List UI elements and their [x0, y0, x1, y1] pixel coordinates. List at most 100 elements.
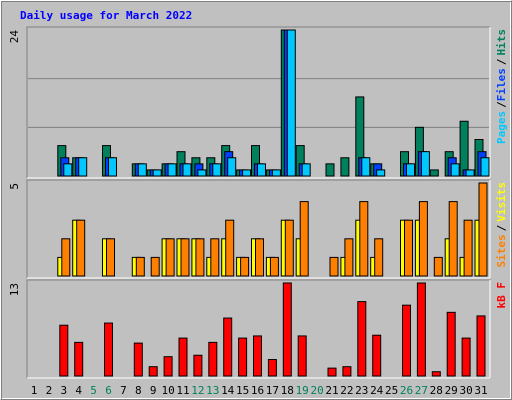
bar: [137, 163, 147, 177]
bar: [450, 163, 460, 177]
bar: [150, 256, 160, 277]
x-tick-label: 8: [135, 384, 142, 397]
bar: [253, 335, 262, 377]
bar: [297, 335, 307, 377]
x-tick-label: 19: [296, 384, 309, 397]
bar: [163, 356, 173, 377]
bar: [418, 201, 428, 277]
bar: [329, 256, 339, 277]
bar: [299, 201, 309, 277]
bar: [271, 169, 281, 177]
x-tick-label: 6: [105, 384, 112, 397]
bar: [78, 157, 88, 177]
bar: [167, 163, 177, 177]
bar: [325, 163, 335, 177]
bar: [195, 238, 205, 277]
bar: [135, 256, 145, 277]
bar: [476, 315, 486, 377]
bar: [108, 157, 117, 177]
x-tick-label: 20: [310, 384, 323, 397]
x-tick-label: 2: [46, 384, 53, 397]
legend-entry: Sites: [495, 234, 508, 267]
legend: Sites / Visits: [495, 182, 508, 268]
x-tick-label: 7: [120, 384, 127, 397]
bar: [429, 169, 439, 177]
bar: [459, 120, 469, 177]
x-tick-label: 25: [385, 384, 398, 397]
bar: [133, 342, 143, 377]
bar: [420, 151, 430, 177]
bar: [240, 256, 250, 277]
bar: [357, 301, 367, 377]
bar: [74, 341, 84, 377]
bar: [182, 163, 192, 177]
bar: [446, 311, 456, 377]
bar: [286, 29, 296, 177]
x-tick-label: 17: [266, 384, 279, 397]
x-tick-label: 21: [325, 384, 338, 397]
bar: [148, 366, 158, 377]
bar: [63, 163, 73, 177]
legend-entry: Visits: [495, 182, 508, 222]
bar: [225, 219, 235, 277]
x-tick-label: 14: [221, 384, 235, 397]
legend-separator: /: [495, 224, 508, 231]
x-tick-label: 4: [75, 384, 82, 397]
bar: [255, 238, 264, 277]
bar: [374, 238, 384, 277]
bar: [180, 238, 190, 277]
bar: [478, 182, 488, 277]
x-tick-label: 22: [340, 384, 353, 397]
bar: [238, 337, 248, 377]
bar: [344, 238, 354, 277]
bar: [433, 256, 443, 277]
bar: [284, 219, 294, 277]
bar: [448, 201, 458, 277]
x-tick-label: 11: [176, 384, 189, 397]
bar: [480, 157, 490, 177]
x-tick-label: 15: [236, 384, 249, 397]
x-tick-label: 29: [445, 384, 458, 397]
x-tick-label: 3: [60, 384, 67, 397]
y-tick-label: 24: [8, 30, 21, 44]
bar: [257, 163, 266, 177]
bar: [242, 169, 252, 177]
bar: [361, 157, 371, 177]
bar: [301, 163, 311, 177]
x-tick-label: 1: [31, 384, 38, 397]
bar: [59, 324, 69, 377]
bar: [461, 337, 471, 377]
bar: [404, 219, 413, 277]
legend-entry: kB F: [495, 282, 508, 309]
legend-entry: Hits: [495, 29, 508, 56]
bar: [416, 282, 426, 377]
x-tick-label: 28: [430, 384, 443, 397]
x-tick-label: 26: [400, 384, 413, 397]
bar: [340, 157, 350, 177]
x-tick-label: 5: [90, 384, 97, 397]
bar: [327, 367, 337, 377]
x-tick-label: 12: [191, 384, 204, 397]
y-tick-label: 13: [8, 283, 21, 296]
x-tick-label: 30: [459, 384, 472, 397]
bar: [197, 169, 207, 177]
x-tick-label: 23: [355, 384, 368, 397]
legend-entry: Pages: [495, 111, 508, 144]
bar: [269, 256, 279, 277]
bar: [282, 282, 292, 377]
bar: [267, 359, 277, 377]
bar: [76, 219, 86, 277]
bar: [227, 157, 237, 177]
bar: [210, 238, 220, 277]
bar: [223, 317, 233, 377]
bar: [463, 219, 473, 277]
bar: [465, 169, 475, 177]
legend-separator: /: [495, 58, 508, 65]
bar: [61, 238, 71, 277]
chart-title: Daily usage for March 2022: [20, 9, 192, 22]
bar: [402, 304, 411, 377]
x-tick-label: 10: [161, 384, 174, 397]
bar: [376, 169, 386, 177]
